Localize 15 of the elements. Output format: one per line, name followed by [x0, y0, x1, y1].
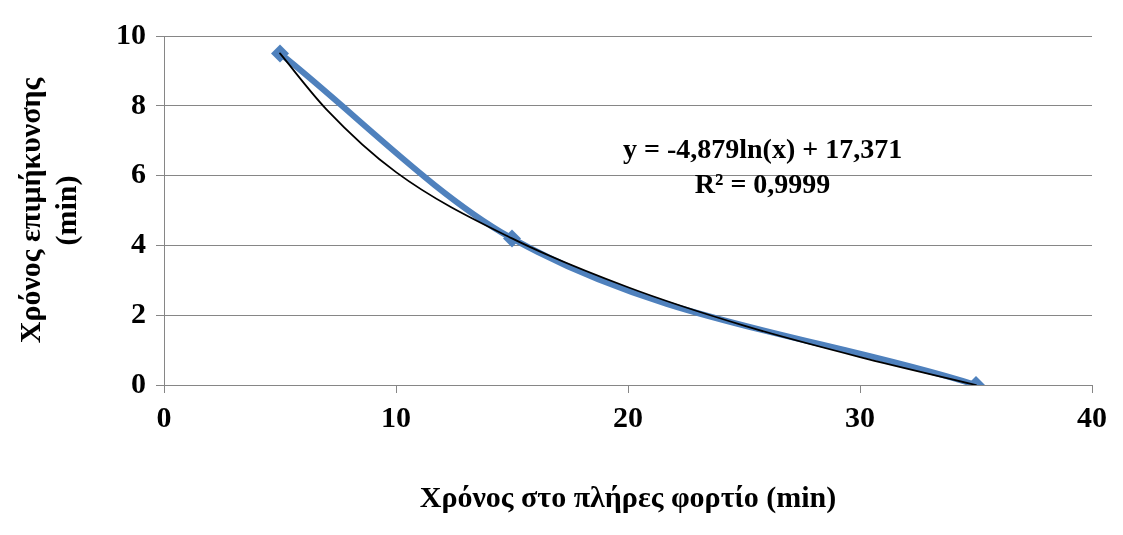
x-tick-label: 30 [845, 399, 875, 433]
y-tick-label: 2 [131, 295, 146, 329]
annotation: R² = 0,9999 [694, 168, 831, 200]
y-tick-label: 8 [131, 86, 146, 120]
y-axis-title: Χρόνος επιμήκυνσης (min) [12, 77, 83, 344]
x-tick-label: 0 [156, 399, 172, 433]
y-tick-label: 4 [131, 226, 146, 260]
x-tick-label: 40 [1077, 399, 1107, 433]
annotation: y = -4,879ln(x) + 17,371 [622, 133, 903, 165]
y-tick-label: 0 [131, 365, 146, 399]
x-tick-label: 10 [381, 399, 411, 433]
y-tick-label: 10 [116, 16, 146, 50]
x-tick-label: 20 [613, 399, 643, 433]
x-axis-title: Χρόνος στο πλήρες φορτίο (min) [419, 479, 837, 514]
y-tick-label: 6 [131, 156, 146, 190]
